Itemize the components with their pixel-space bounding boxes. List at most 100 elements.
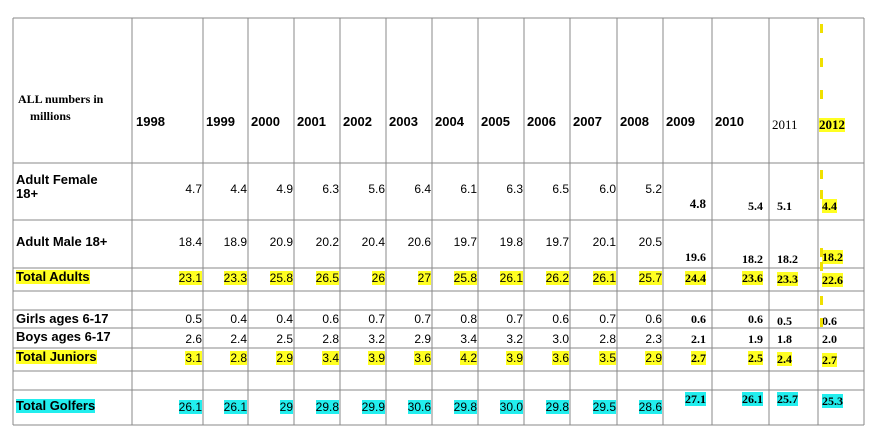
value-cell: 3.4: [460, 332, 477, 346]
value-cell: 0.7: [368, 312, 385, 326]
value-cell: 3.6: [414, 351, 431, 365]
value-cell: 0.6: [322, 312, 339, 326]
value-cell: 4.4: [822, 199, 837, 213]
value-cell: 0.6: [645, 312, 662, 326]
row-label-line: Total Juniors: [16, 349, 97, 364]
value-cell: 20.1: [592, 235, 616, 249]
value-cell: 1.8: [777, 332, 792, 346]
value-cell: 23.1: [178, 271, 202, 285]
value-cell: 3.2: [368, 332, 385, 346]
year-header-2012: 2012: [819, 117, 845, 132]
value-cell: 20.5: [638, 235, 662, 249]
year-header-2004: 2004: [435, 114, 464, 129]
row-label-boys-ages-6-17: Boys ages 6-17: [16, 330, 111, 344]
value-cell: 18.9: [223, 235, 247, 249]
year-header-2001: 2001: [297, 114, 326, 129]
row-label-line: Boys ages 6-17: [16, 329, 111, 344]
row-label-adult-male-18-: Adult Male 18+: [16, 235, 107, 249]
value-cell: 2.9: [414, 332, 431, 346]
value-cell: 5.4: [748, 199, 763, 213]
value-cell: 6.0: [599, 182, 616, 196]
value-cell: 2.9: [276, 351, 293, 365]
value-cell: 0.6: [748, 312, 763, 326]
year-header-2002: 2002: [343, 114, 372, 129]
value-cell: 0.4: [276, 312, 293, 326]
value-cell: 0.5: [777, 314, 792, 328]
value-cell: 3.6: [552, 351, 569, 365]
value-cell: 0.6: [691, 312, 706, 326]
table-title-line1: ALL numbers in: [18, 92, 104, 106]
row-label-line: Adult Female: [16, 172, 98, 187]
value-cell: 22.6: [822, 273, 843, 287]
value-cell: 3.9: [506, 351, 523, 365]
value-cell: 26.1: [592, 271, 616, 285]
value-cell: 3.5: [599, 351, 616, 365]
value-cell: 2.5: [276, 332, 293, 346]
value-cell: 1.9: [748, 332, 763, 346]
value-cell: 26: [371, 271, 385, 285]
year-header-2007: 2007: [573, 114, 602, 129]
value-cell: 23.3: [223, 271, 247, 285]
value-cell: 26.1: [499, 271, 523, 285]
highlight-mark: [820, 170, 823, 179]
value-cell: 26.1: [742, 392, 763, 406]
value-cell: 19.6: [685, 250, 706, 264]
row-label-total-adults: Total Adults: [16, 270, 90, 284]
value-cell: 20.4: [361, 235, 385, 249]
value-cell: 0.8: [460, 312, 477, 326]
highlight-mark: [820, 296, 823, 305]
value-cell: 29: [279, 400, 293, 414]
table-title-line2: millions: [30, 109, 71, 123]
value-cell: 27.1: [685, 392, 706, 406]
value-cell: 19.7: [453, 235, 477, 249]
value-cell: 0.4: [230, 312, 247, 326]
value-cell: 0.6: [552, 312, 569, 326]
value-cell: 29.8: [315, 400, 339, 414]
value-cell: 3.0: [552, 332, 569, 346]
value-cell: 18.2: [822, 250, 843, 264]
highlight-mark: [820, 24, 823, 33]
highlight-mark: [820, 190, 823, 199]
value-cell: 30.6: [407, 400, 431, 414]
year-header-2003: 2003: [389, 114, 418, 129]
value-cell: 2.4: [777, 352, 792, 366]
value-cell: 20.6: [407, 235, 431, 249]
value-cell: 25.7: [777, 392, 798, 406]
value-cell: 26.5: [315, 271, 339, 285]
year-header-2006: 2006: [527, 114, 556, 129]
value-cell: 2.9: [645, 351, 662, 365]
value-cell: 18.4: [178, 235, 202, 249]
value-cell: 25.8: [269, 271, 293, 285]
row-label-line: Total Golfers: [16, 398, 96, 413]
highlight-mark: [820, 90, 823, 99]
value-cell: 23.3: [777, 272, 798, 286]
value-cell: 0.7: [599, 312, 616, 326]
value-cell: 27: [417, 271, 431, 285]
value-cell: 19.7: [545, 235, 569, 249]
value-cell: 0.7: [506, 312, 523, 326]
value-cell: 0.6: [822, 314, 837, 328]
value-cell: 4.7: [185, 182, 202, 196]
row-label-total-juniors: Total Juniors: [16, 350, 97, 364]
value-cell: 29.8: [545, 400, 569, 414]
value-cell: 4.2: [460, 351, 477, 365]
value-cell: 6.4: [414, 182, 431, 196]
highlight-mark: [820, 58, 823, 67]
row-label-girls-ages-6-17: Girls ages 6-17: [16, 312, 109, 326]
row-label-line: Total Adults: [16, 269, 90, 284]
value-cell: 6.3: [506, 182, 523, 196]
value-cell: 5.6: [368, 182, 385, 196]
year-header-2011: 2011: [772, 117, 798, 132]
value-cell: 5.1: [777, 199, 792, 213]
value-cell: 25.3: [822, 394, 843, 408]
value-cell: 3.1: [185, 351, 202, 365]
value-cell: 3.2: [506, 332, 523, 346]
year-header-2009: 2009: [666, 114, 695, 129]
value-cell: 3.9: [368, 351, 385, 365]
year-header-1998: 1998: [136, 114, 165, 129]
value-cell: 29.9: [361, 400, 385, 414]
highlight-mark: [820, 318, 823, 327]
value-cell: 6.3: [322, 182, 339, 196]
row-label-line: 18+: [16, 186, 39, 201]
